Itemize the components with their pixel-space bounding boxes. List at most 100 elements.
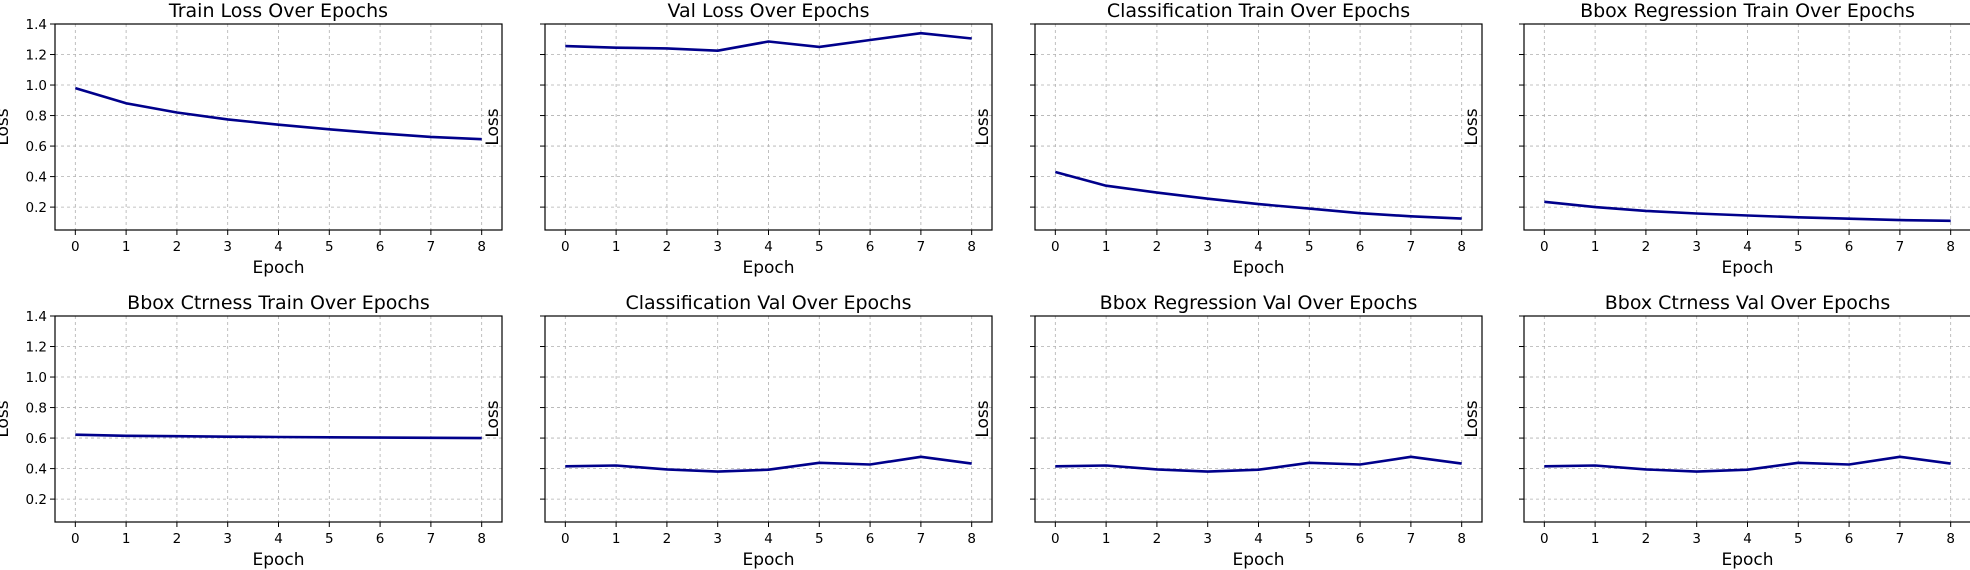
x-tick-label: 3 bbox=[1203, 531, 1212, 547]
x-tick-label: 0 bbox=[1540, 531, 1549, 547]
y-axis-label: Loss bbox=[0, 400, 13, 437]
x-tick-label: 7 bbox=[1896, 239, 1905, 255]
x-tick-label: 8 bbox=[1457, 531, 1466, 547]
subplot-2: 0 1 2 3 4 5 6 7 8 Val Loss Over Epochs Epoch Loss bbox=[483, 0, 993, 278]
series-line bbox=[565, 31, 972, 53]
series-line bbox=[1055, 455, 1462, 473]
x-tick-label: 5 bbox=[815, 531, 824, 547]
subplot-6: 0 1 2 3 4 5 6 7 8 Classification Val Over Epochs E… bbox=[483, 292, 993, 570]
x-tick-label: 8 bbox=[967, 531, 976, 547]
series-line bbox=[1544, 455, 1951, 473]
x-tick-label: 0 bbox=[1051, 531, 1060, 547]
x-tick-label: 5 bbox=[1794, 531, 1803, 547]
y-axis-label: Loss bbox=[1462, 400, 1482, 437]
y-axis-label: Loss bbox=[483, 400, 503, 437]
x-tick-label: 8 bbox=[477, 531, 486, 547]
x-tick-label: 8 bbox=[1946, 531, 1955, 547]
chart-title: Classification Train Over Epochs bbox=[1107, 0, 1410, 22]
x-axis-label: Epoch bbox=[1232, 550, 1284, 570]
x-tick-label: 7 bbox=[917, 531, 926, 547]
x-tick-label: 2 bbox=[663, 239, 672, 255]
x-tick-label: 2 bbox=[1153, 531, 1162, 547]
chart-title: Train Loss Over Epochs bbox=[168, 0, 388, 22]
x-axis-label: Epoch bbox=[252, 258, 304, 278]
y-tick-label: 1.0 bbox=[26, 78, 47, 94]
x-tick-label: 2 bbox=[1642, 531, 1651, 547]
y-tick-label: 0.8 bbox=[26, 109, 47, 125]
x-tick-label: 2 bbox=[1153, 239, 1162, 255]
y-axis-label: Loss bbox=[973, 108, 993, 145]
x-axis-label: Epoch bbox=[742, 550, 794, 570]
x-tick-label: 4 bbox=[1743, 531, 1752, 547]
x-tick-label: 1 bbox=[1102, 531, 1111, 547]
subplot-4: 0 1 2 3 4 5 6 7 8 Bbox Regression Train Over Epoc… bbox=[1462, 0, 1970, 278]
x-tick-label: 2 bbox=[663, 531, 672, 547]
x-tick-label: 6 bbox=[866, 239, 875, 255]
y-tick-label: 0.8 bbox=[26, 401, 47, 417]
y-tick-label: 1.0 bbox=[26, 370, 47, 386]
y-axis-label: Loss bbox=[973, 400, 993, 437]
x-tick-label: 2 bbox=[173, 239, 182, 255]
x-tick-label: 8 bbox=[967, 239, 976, 255]
x-tick-label: 6 bbox=[1356, 239, 1365, 255]
x-tick-label: 6 bbox=[1845, 239, 1854, 255]
x-tick-label: 8 bbox=[477, 239, 486, 255]
x-tick-label: 1 bbox=[1591, 239, 1600, 255]
x-tick-label: 2 bbox=[173, 531, 182, 547]
chart-title: Bbox Ctrness Val Over Epochs bbox=[1605, 292, 1890, 314]
x-tick-label: 7 bbox=[427, 531, 436, 547]
y-tick-label: 0.4 bbox=[26, 170, 47, 186]
subplot-8: 0 1 2 3 4 5 6 7 8 Bbox Ctrness Val Over Epochs Epo… bbox=[1462, 292, 1970, 570]
x-tick-label: 0 bbox=[561, 531, 570, 547]
subplot-3: 0 1 2 3 4 5 6 7 8 Classification Train Over Epoch… bbox=[973, 0, 1483, 278]
y-tick-label: 0.2 bbox=[26, 492, 47, 508]
x-tick-label: 0 bbox=[71, 239, 80, 255]
x-tick-label: 5 bbox=[1305, 531, 1314, 547]
chart-title: Bbox Ctrness Train Over Epochs bbox=[127, 292, 430, 314]
x-axis-label: Epoch bbox=[742, 258, 794, 278]
series-line bbox=[1544, 200, 1951, 223]
x-tick-label: 0 bbox=[71, 531, 80, 547]
x-tick-label: 6 bbox=[376, 239, 385, 255]
x-tick-label: 6 bbox=[1356, 531, 1365, 547]
series-line bbox=[565, 455, 972, 473]
y-axis-label: Loss bbox=[483, 108, 503, 145]
x-tick-label: 7 bbox=[917, 239, 926, 255]
subplot-1: 0 1 2 3 4 5 6 7 8 0.2 0.4 0.6 0.8 1.0 1.2 1.4 Train Loss… bbox=[0, 0, 503, 278]
x-tick-label: 4 bbox=[764, 239, 773, 255]
x-tick-label: 5 bbox=[1794, 239, 1803, 255]
x-axis-label: Epoch bbox=[1232, 258, 1284, 278]
x-tick-label: 4 bbox=[274, 531, 283, 547]
y-tick-label: 1.2 bbox=[26, 340, 47, 356]
x-tick-label: 5 bbox=[815, 239, 824, 255]
series-line bbox=[74, 86, 482, 141]
chart-title: Val Loss Over Epochs bbox=[667, 0, 869, 22]
x-tick-label: 7 bbox=[1896, 531, 1905, 547]
chart-title: Bbox Regression Val Over Epochs bbox=[1100, 292, 1418, 314]
y-tick-label: 1.4 bbox=[26, 309, 47, 325]
x-tick-label: 4 bbox=[1254, 531, 1263, 547]
x-tick-label: 3 bbox=[1203, 239, 1212, 255]
x-tick-label: 4 bbox=[1743, 239, 1752, 255]
x-tick-label: 3 bbox=[223, 239, 232, 255]
y-tick-label: 0.6 bbox=[26, 431, 47, 447]
x-tick-label: 1 bbox=[122, 531, 131, 547]
y-axis-label: Loss bbox=[0, 108, 13, 145]
x-tick-label: 6 bbox=[1845, 531, 1854, 547]
x-tick-label: 1 bbox=[612, 531, 621, 547]
x-tick-label: 8 bbox=[1946, 239, 1955, 255]
y-tick-label: 1.4 bbox=[26, 17, 47, 33]
x-tick-label: 4 bbox=[764, 531, 773, 547]
x-tick-label: 1 bbox=[1591, 531, 1600, 547]
x-axis-label: Epoch bbox=[1721, 550, 1773, 570]
x-tick-label: 7 bbox=[1407, 531, 1416, 547]
chart-title: Classification Val Over Epochs bbox=[625, 292, 911, 314]
x-axis-label: Epoch bbox=[1721, 258, 1773, 278]
y-tick-label: 0.6 bbox=[26, 139, 47, 155]
x-tick-label: 5 bbox=[325, 531, 334, 547]
y-axis-label: Loss bbox=[1462, 108, 1482, 145]
subplot-7: 0 1 2 3 4 5 6 7 8 Bbox Regression Val Over Epochs… bbox=[973, 292, 1483, 570]
x-tick-label: 6 bbox=[866, 531, 875, 547]
x-tick-label: 3 bbox=[713, 239, 722, 255]
x-tick-label: 3 bbox=[1692, 531, 1701, 547]
